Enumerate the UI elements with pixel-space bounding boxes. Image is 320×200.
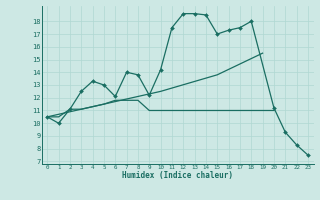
- X-axis label: Humidex (Indice chaleur): Humidex (Indice chaleur): [122, 171, 233, 180]
